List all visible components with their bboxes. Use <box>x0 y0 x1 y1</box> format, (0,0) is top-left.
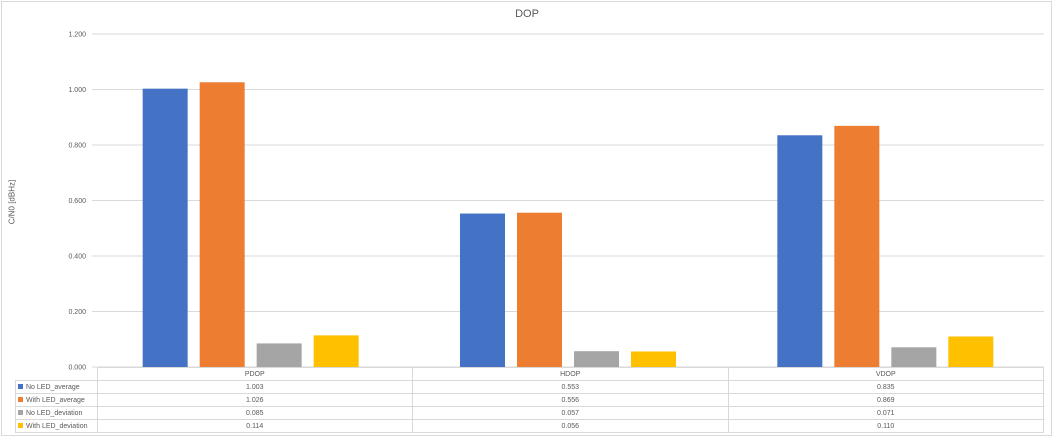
bar <box>834 125 880 367</box>
table-row: With LED_deviation 0.114 0.056 0.110 <box>15 419 1044 433</box>
y-tick-label: 0.800 <box>68 143 86 150</box>
bar <box>313 335 359 367</box>
data-label: 0.057 <box>412 406 729 420</box>
legend-entry: With LED_deviation <box>15 419 98 433</box>
data-label: 0.835 <box>727 380 1044 394</box>
data-label: 0.085 <box>96 406 413 420</box>
data-label: 1.026 <box>96 393 413 407</box>
legend-entry: No LED_average <box>15 380 98 394</box>
x-category-label: PDOP <box>96 367 413 381</box>
bar <box>460 213 505 367</box>
data-label: 0.556 <box>412 393 729 407</box>
y-tick-label: 0.600 <box>68 198 86 205</box>
table-row: No LED_average 1.003 0.553 0.835 <box>15 380 1044 394</box>
y-tick-label: 1.000 <box>68 87 86 94</box>
legend-label: No LED_average <box>26 383 80 391</box>
bar <box>631 351 676 367</box>
legend-label: No LED_deviation <box>26 409 83 417</box>
data-label: 0.553 <box>412 380 729 394</box>
table-row: No LED_deviation 0.085 0.057 0.071 <box>15 406 1044 420</box>
bar <box>948 336 994 367</box>
chart-title: DOP <box>515 8 539 20</box>
data-label: 0.110 <box>727 419 1044 433</box>
data-label: 0.114 <box>96 419 413 433</box>
bar <box>256 343 302 367</box>
bar <box>199 82 245 367</box>
legend-entry: With LED_average <box>15 393 98 407</box>
bar <box>777 135 823 367</box>
data-label: 0.056 <box>412 419 729 433</box>
y-tick-label: 0.200 <box>68 309 86 316</box>
data-label: 1.003 <box>96 380 413 394</box>
bar <box>574 351 619 367</box>
bar <box>517 212 562 367</box>
legend-key-icon <box>18 410 23 416</box>
table-row: With LED_average 1.026 0.556 0.869 <box>15 393 1044 407</box>
legend-key-icon <box>18 384 23 390</box>
legend-label: With LED_average <box>26 396 85 404</box>
data-label: 0.071 <box>727 406 1044 420</box>
table-corner <box>15 367 98 381</box>
data-table: PDOP HDOP VDOP No LED_average 1.003 0.553 0.83… <box>15 367 1044 433</box>
bar <box>142 88 188 367</box>
y-tick-label: 0.400 <box>68 254 86 261</box>
table-header-row: PDOP HDOP VDOP <box>15 367 1044 381</box>
data-label: 0.869 <box>727 393 1044 407</box>
legend-key-icon <box>18 397 23 403</box>
bar <box>891 347 937 367</box>
x-category-label: HDOP <box>412 367 729 381</box>
legend-entry: No LED_deviation <box>15 406 98 420</box>
legend-key-icon <box>18 423 23 429</box>
x-category-label: VDOP <box>727 367 1044 381</box>
legend-label: With LED_deviation <box>26 422 88 430</box>
y-tick-label: 1.200 <box>68 32 86 39</box>
